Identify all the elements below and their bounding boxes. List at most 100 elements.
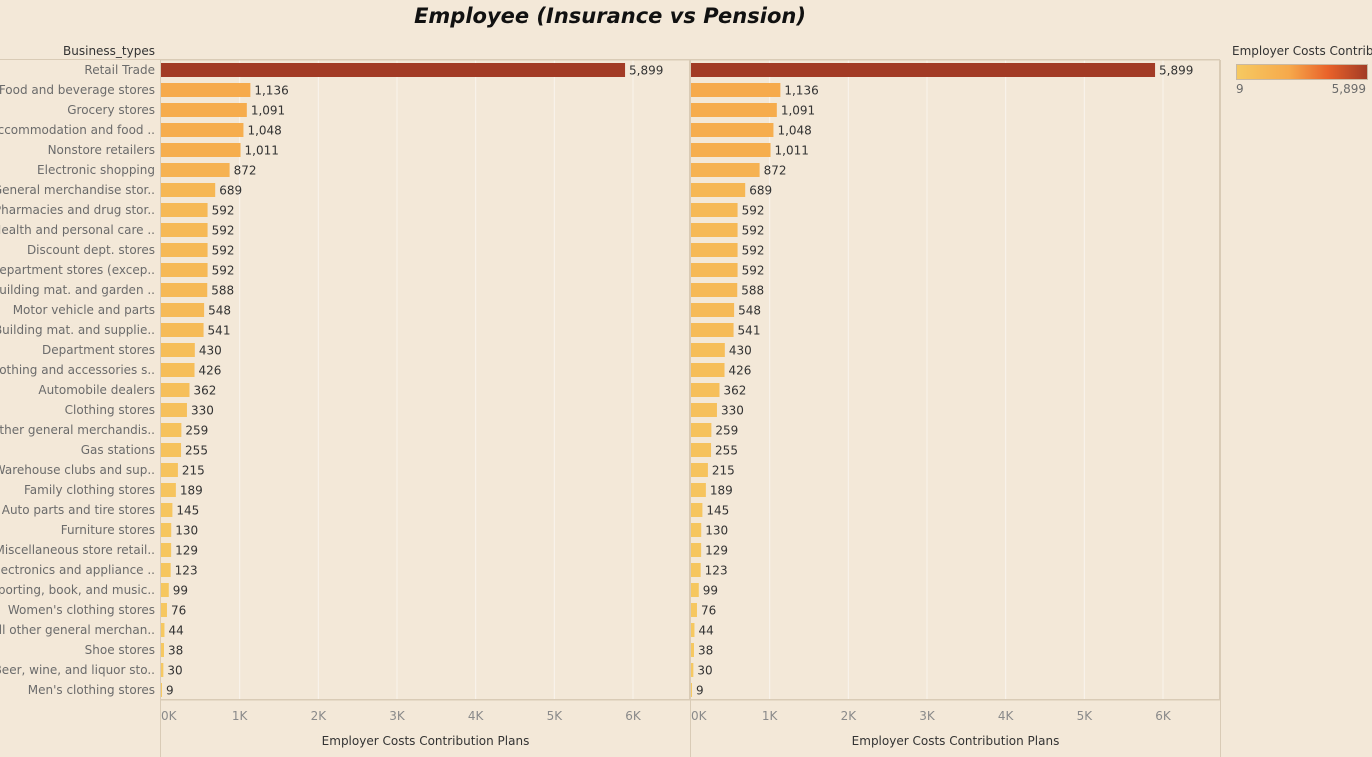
- bar-0-13[interactable]: [161, 323, 204, 337]
- bar-0-16[interactable]: [161, 383, 190, 397]
- bar-1-24[interactable]: [691, 543, 702, 557]
- bar-0-1[interactable]: [161, 83, 251, 97]
- x-tick-1-6: 6K: [1155, 709, 1172, 723]
- bar-1-20[interactable]: [691, 463, 708, 477]
- value-label-1-30: 30: [697, 664, 712, 678]
- bar-0-10[interactable]: [161, 263, 208, 277]
- row-label-9: Discount dept. stores: [27, 243, 155, 257]
- value-label-1-8: 592: [742, 224, 765, 238]
- chart-canvas: Business_types Retail Trade Food and bever…: [0, 44, 1221, 757]
- bar-1-9[interactable]: [691, 243, 738, 257]
- bar-0-2[interactable]: [161, 103, 247, 117]
- row-label-26: Sporting, book, and music..: [0, 583, 155, 597]
- bar-0-4[interactable]: [161, 143, 241, 157]
- value-label-0-2: 1,091: [251, 104, 285, 118]
- bar-1-30[interactable]: [691, 663, 694, 677]
- bar-0-3[interactable]: [161, 123, 244, 137]
- value-label-0-25: 123: [175, 564, 198, 578]
- row-label-3: Accommodation and food ..: [0, 123, 155, 137]
- bar-0-20[interactable]: [161, 463, 178, 477]
- value-label-1-21: 189: [710, 484, 733, 498]
- bar-0-14[interactable]: [161, 343, 195, 357]
- x-axis-title-0: Employer Costs Contribution Plans: [322, 734, 530, 748]
- value-label-1-15: 426: [729, 364, 752, 378]
- value-label-0-27: 76: [171, 604, 186, 618]
- value-label-1-20: 215: [712, 464, 735, 478]
- row-label-28: All other general merchan..: [0, 623, 155, 637]
- value-label-1-28: 44: [698, 624, 713, 638]
- bar-1-31[interactable]: [691, 683, 692, 697]
- bar-1-22[interactable]: [691, 503, 703, 517]
- bar-1-5[interactable]: [691, 163, 760, 177]
- bar-1-3[interactable]: [691, 123, 774, 137]
- value-label-0-26: 99: [173, 584, 188, 598]
- bar-1-10[interactable]: [691, 263, 738, 277]
- value-label-0-22: 145: [176, 504, 199, 518]
- value-label-0-10: 592: [212, 264, 235, 278]
- bar-1-26[interactable]: [691, 583, 699, 597]
- bar-0-7[interactable]: [161, 203, 208, 217]
- bar-0-19[interactable]: [161, 443, 182, 457]
- bar-0-21[interactable]: [161, 483, 176, 497]
- value-label-1-10: 592: [742, 264, 765, 278]
- bar-0-0[interactable]: [161, 63, 626, 77]
- bar-1-6[interactable]: [691, 183, 746, 197]
- row-label-27: Women's clothing stores: [8, 603, 155, 617]
- legend-color-ramp: [1236, 64, 1368, 80]
- color-legend[interactable]: Employer Costs Contrib.. 9 5,899: [1232, 44, 1372, 96]
- bar-0-29[interactable]: [161, 643, 164, 657]
- bar-0-15[interactable]: [161, 363, 195, 377]
- bar-0-24[interactable]: [161, 543, 172, 557]
- bar-0-18[interactable]: [161, 423, 182, 437]
- bar-1-1[interactable]: [691, 83, 781, 97]
- bar-1-15[interactable]: [691, 363, 725, 377]
- bar-0-23[interactable]: [161, 523, 172, 537]
- row-label-10: Department stores (excep..: [0, 263, 155, 277]
- bar-0-17[interactable]: [161, 403, 187, 417]
- bar-1-11[interactable]: [691, 283, 738, 297]
- bar-1-4[interactable]: [691, 143, 771, 157]
- x-tick-1-4: 4K: [998, 709, 1015, 723]
- bar-1-21[interactable]: [691, 483, 706, 497]
- bar-0-5[interactable]: [161, 163, 230, 177]
- bar-1-17[interactable]: [691, 403, 717, 417]
- bar-1-27[interactable]: [691, 603, 697, 617]
- bar-0-31[interactable]: [161, 683, 162, 697]
- bar-0-26[interactable]: [161, 583, 169, 597]
- bar-0-8[interactable]: [161, 223, 208, 237]
- bar-0-28[interactable]: [161, 623, 165, 637]
- bar-0-12[interactable]: [161, 303, 205, 317]
- bar-1-23[interactable]: [691, 523, 702, 537]
- bar-1-14[interactable]: [691, 343, 725, 357]
- bar-1-12[interactable]: [691, 303, 735, 317]
- bar-1-19[interactable]: [691, 443, 712, 457]
- x-tick-0-6: 6K: [625, 709, 642, 723]
- value-label-0-18: 259: [185, 424, 208, 438]
- row-label-30: Beer, wine, and liquor sto..: [0, 663, 155, 677]
- value-label-0-14: 430: [199, 344, 222, 358]
- bar-1-13[interactable]: [691, 323, 734, 337]
- bar-0-30[interactable]: [161, 663, 164, 677]
- value-label-0-21: 189: [180, 484, 203, 498]
- x-tick-0-5: 5K: [547, 709, 564, 723]
- bar-0-27[interactable]: [161, 603, 167, 617]
- bar-1-25[interactable]: [691, 563, 701, 577]
- legend-title: Employer Costs Contrib..: [1232, 44, 1372, 58]
- value-label-0-3: 1,048: [247, 124, 281, 138]
- bar-1-29[interactable]: [691, 643, 694, 657]
- bar-1-28[interactable]: [691, 623, 695, 637]
- bar-1-0[interactable]: [691, 63, 1156, 77]
- row-label-4: Nonstore retailers: [48, 143, 155, 157]
- bar-0-25[interactable]: [161, 563, 171, 577]
- bar-1-2[interactable]: [691, 103, 777, 117]
- row-label-15: Clothing and accessories s..: [0, 363, 155, 377]
- bar-0-6[interactable]: [161, 183, 216, 197]
- bar-1-7[interactable]: [691, 203, 738, 217]
- bar-1-16[interactable]: [691, 383, 720, 397]
- bar-1-8[interactable]: [691, 223, 738, 237]
- bar-1-18[interactable]: [691, 423, 712, 437]
- x-tick-0-2: 2K: [311, 709, 328, 723]
- bar-0-22[interactable]: [161, 503, 173, 517]
- bar-0-11[interactable]: [161, 283, 208, 297]
- bar-0-9[interactable]: [161, 243, 208, 257]
